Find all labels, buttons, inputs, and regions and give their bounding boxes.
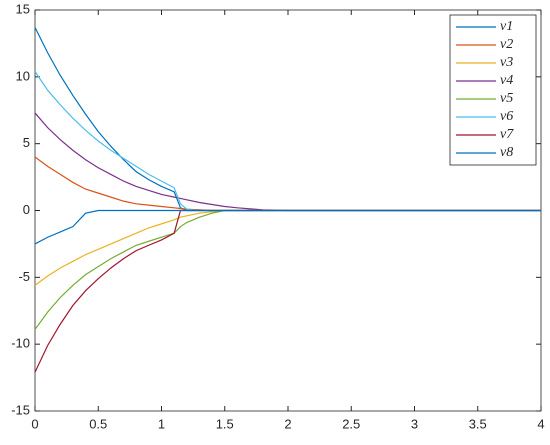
legend-label: v2 [500,37,513,52]
x-tick-label: 0 [31,416,38,431]
legend-label: v6 [500,109,513,124]
legend-label: v7 [500,127,514,142]
x-tick-label: 2.5 [342,416,360,431]
x-tick-label: 1.5 [216,416,234,431]
legend-label: v1 [500,19,513,34]
x-tick-label: 0.5 [89,416,107,431]
y-tick-label: 15 [16,1,30,16]
x-tick-label: 1 [158,416,165,431]
x-tick-label: 4 [537,416,544,431]
legend-label: v3 [500,55,513,70]
y-tick-label: -10 [11,336,30,351]
legend-box [449,14,537,166]
y-tick-label: -15 [11,402,30,417]
series-line [34,112,541,212]
y-tick-label: 0 [23,202,30,217]
legend: v1 v2 v3 v4 v5 v6 v7 v8 [449,14,537,166]
y-tick-label: 10 [16,68,30,83]
legend-label: v5 [500,91,513,106]
y-tick-label: 5 [23,135,30,150]
series-line [34,209,541,245]
y-tick-label: -5 [18,269,30,284]
x-tick-label: 3 [411,416,418,431]
legend-label: v4 [500,73,513,88]
legend-label: v8 [500,145,513,160]
x-tick-label: 2 [284,416,291,431]
x-tick-label: 3.5 [469,416,487,431]
